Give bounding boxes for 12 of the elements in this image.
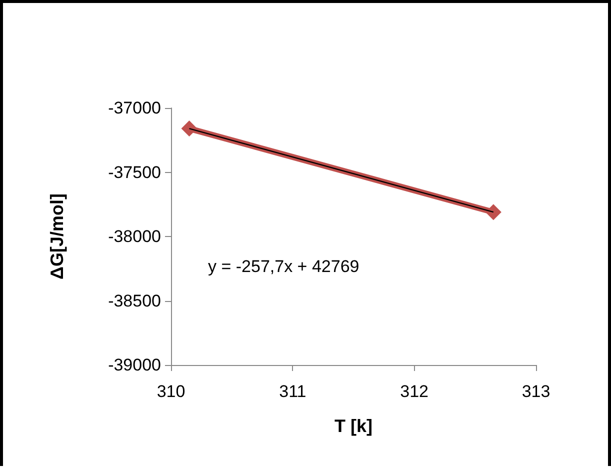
x-tick-label: 310: [156, 382, 186, 401]
y-tick-label: -38000: [108, 227, 161, 246]
x-tick-label: 311: [279, 382, 306, 401]
y-tick-label: -39000: [108, 356, 161, 374]
x-tick-label: 313: [522, 382, 550, 401]
x-axis-title: T [k]: [334, 416, 372, 436]
x-tick-label: 312: [400, 382, 429, 401]
y-axis-title: ΔG[J/mol]: [47, 194, 67, 280]
annotation: y = -257,7x + 42769: [208, 257, 360, 276]
y-tick-label: -37000: [108, 98, 161, 118]
y-tick-label: -37500: [108, 162, 161, 182]
y-tick-label: -38500: [108, 291, 161, 310]
